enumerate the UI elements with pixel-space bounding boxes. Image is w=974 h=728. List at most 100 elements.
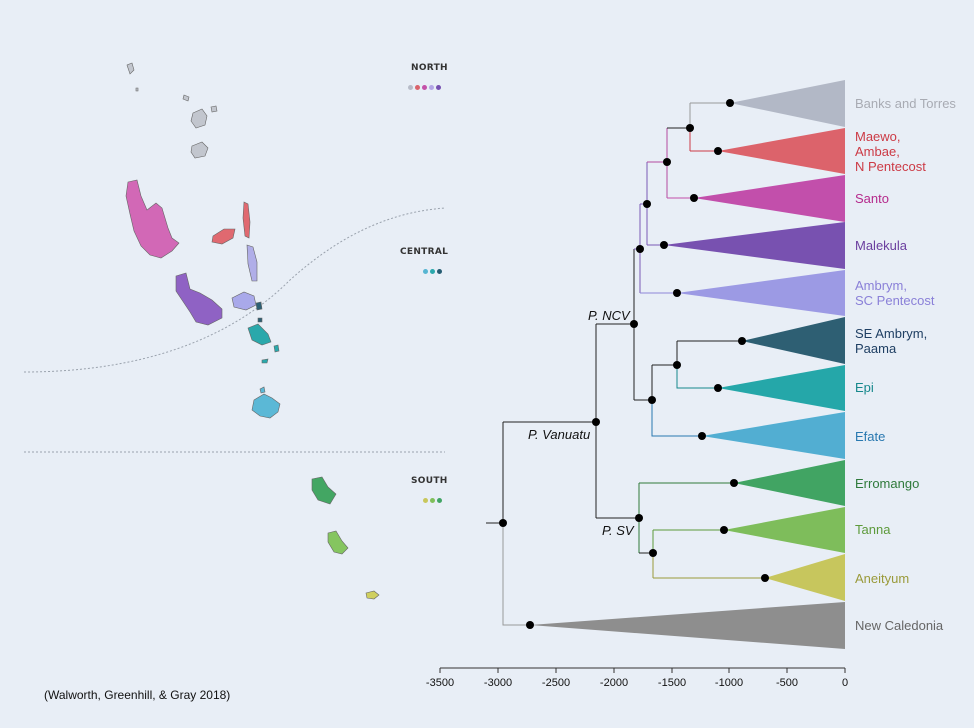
citation: (Walworth, Greenhill, & Gray 2018) <box>44 688 231 702</box>
node <box>592 418 600 426</box>
island-gaua <box>190 141 209 159</box>
island-torres-small <box>135 87 139 92</box>
region-label-central: CENTRAL <box>400 247 449 257</box>
wedge-new-caledonia <box>530 602 845 649</box>
clade-label: New Caledonia <box>855 618 944 633</box>
node <box>526 621 534 629</box>
clade-label: Ambrym, SC Pentecost <box>855 278 935 308</box>
node <box>730 479 738 487</box>
island-paama <box>255 301 263 311</box>
island-efate <box>251 393 281 419</box>
island-santo <box>125 179 180 259</box>
wedge-santo <box>694 175 845 222</box>
island-erromango <box>311 476 337 505</box>
axis-tick-label: -2500 <box>541 677 571 689</box>
island-tanna <box>327 530 349 555</box>
node <box>648 396 656 404</box>
node-label-pvanuatu: P. Vanuatu <box>528 427 591 442</box>
region-dot <box>430 498 435 503</box>
region-dot <box>423 269 428 274</box>
node <box>686 124 694 132</box>
wedge-tanna <box>724 507 845 553</box>
axis-tick-label: 0 <box>841 677 849 689</box>
branch-efate <box>651 400 702 437</box>
north-central-boundary <box>23 207 446 373</box>
node <box>630 320 638 328</box>
wedge-epi <box>718 365 845 411</box>
node <box>738 337 746 345</box>
region-label-south: SOUTH <box>411 476 448 486</box>
island-torres <box>126 62 135 75</box>
wedge-malekula <box>664 222 845 269</box>
region-dot <box>422 85 427 90</box>
island-ambae <box>211 228 236 245</box>
wedge-banks-torres <box>730 80 845 127</box>
region-dot <box>430 269 435 274</box>
wedge-ambrym <box>677 270 845 316</box>
clade-label: Aneityum <box>855 571 910 586</box>
tree-branches <box>486 102 765 626</box>
clade-label: SE Ambrym, Paama <box>855 326 928 356</box>
island-vanua-lava <box>190 108 208 129</box>
wedge-se-ambrym <box>742 317 845 364</box>
clade-label: Efate <box>855 429 886 444</box>
axis-tick-label: -3000 <box>483 677 513 689</box>
island-epi-small-2 <box>261 358 269 364</box>
region-dot <box>408 85 413 90</box>
region-dot <box>423 498 428 503</box>
node-label-pncv: P. NCV <box>588 308 630 323</box>
vanuatu-map <box>23 62 446 600</box>
tree-nodes <box>499 99 769 629</box>
island-pentecost <box>246 244 258 282</box>
region-dot <box>437 498 442 503</box>
clade-label: Maewo, Ambae, N Pentecost <box>855 129 926 174</box>
node <box>636 245 644 253</box>
island-banks-small-2 <box>210 105 218 113</box>
region-dots-central <box>423 261 444 274</box>
island-banks-small <box>182 94 190 102</box>
region-dots-north <box>408 77 443 90</box>
axis-tick-label: -1500 <box>657 677 687 689</box>
region-dot <box>429 85 434 90</box>
wedge-erromango <box>734 460 845 506</box>
region-dot <box>437 269 442 274</box>
node <box>761 574 769 582</box>
clade-label: Tanna <box>855 522 891 537</box>
node <box>673 361 681 369</box>
node <box>635 514 643 522</box>
clade-label: Santo <box>855 191 889 206</box>
region-label-north: NORTH <box>411 63 448 73</box>
region-dots-south <box>423 490 444 503</box>
clade-label: Malekula <box>855 238 908 253</box>
node <box>698 432 706 440</box>
node <box>663 158 671 166</box>
time-axis <box>439 667 846 673</box>
wedge-efate <box>702 412 845 459</box>
region-dot <box>436 85 441 90</box>
island-efate-north <box>259 386 266 394</box>
island-aneityum <box>365 590 380 600</box>
island-epi-small <box>273 344 280 353</box>
node <box>726 99 734 107</box>
node <box>660 241 668 249</box>
wedge-aneityum <box>765 554 845 601</box>
node <box>720 526 728 534</box>
node <box>690 194 698 202</box>
island-epi <box>247 323 272 346</box>
node <box>643 200 651 208</box>
wedge-maewo-ambae <box>718 128 845 174</box>
axis-tick-label: -3500 <box>425 677 455 689</box>
axis-tick-label: -500 <box>775 677 799 689</box>
node <box>714 147 722 155</box>
node <box>649 549 657 557</box>
branch-root-nc <box>502 523 530 626</box>
node <box>499 519 507 527</box>
clade-label: Erromango <box>855 476 920 491</box>
node-label-psv: P. SV <box>602 523 634 538</box>
island-malekula <box>175 272 223 326</box>
clade-label: Banks and Torres <box>855 96 956 111</box>
island-maewo <box>242 201 251 239</box>
node <box>714 384 722 392</box>
